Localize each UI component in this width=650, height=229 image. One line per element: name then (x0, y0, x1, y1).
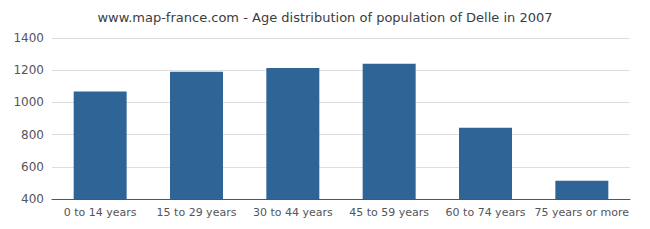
svg-text:30 to 44 years: 30 to 44 years (253, 206, 333, 219)
svg-text:75 years or more: 75 years or more (535, 206, 630, 219)
svg-text:0 to 14 years: 0 to 14 years (64, 206, 137, 219)
svg-text:1000: 1000 (13, 95, 44, 109)
svg-text:600: 600 (21, 160, 44, 174)
svg-text:15 to 29 years: 15 to 29 years (157, 206, 237, 219)
svg-text:45 to 59 years: 45 to 59 years (349, 206, 429, 219)
svg-text:400: 400 (21, 192, 44, 206)
svg-text:1200: 1200 (13, 63, 44, 77)
svg-text:www.map-france.com - Age distr: www.map-france.com - Age distribution of… (97, 10, 552, 25)
svg-text:800: 800 (21, 128, 44, 142)
svg-text:60 to 74 years: 60 to 74 years (446, 206, 526, 219)
svg-text:1400: 1400 (13, 31, 44, 45)
